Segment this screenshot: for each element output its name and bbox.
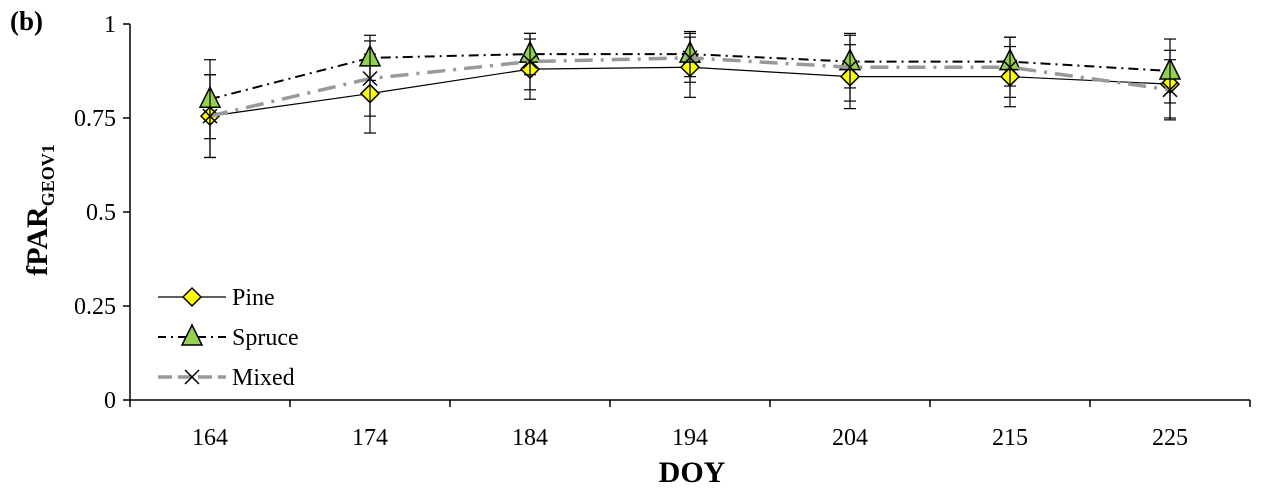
y-tick-labels: 0 0.25 0.5 0.75 1 (74, 12, 116, 414)
legend-marker (184, 369, 200, 385)
y-axis-title-subscript: GEOV1 (38, 144, 58, 206)
legend-marker (181, 286, 203, 308)
y-tick-label: 1 (104, 12, 116, 38)
series-mixed (202, 32, 1178, 159)
legend-item-spruce: Spruce (158, 323, 299, 351)
y-axis-title-main: fPAR (21, 206, 54, 276)
panel-label: (b) (10, 6, 43, 36)
y-tick-label: 0 (104, 388, 116, 414)
x-axis-title: DOY (659, 456, 726, 489)
x-tick-labels: 164 174 184 194 204 215 225 (192, 425, 1188, 451)
x-tick-label: 194 (672, 425, 708, 451)
y-tick-label: 0.75 (74, 106, 116, 132)
x-tick-label: 215 (992, 425, 1028, 451)
data-point-mixed (842, 59, 858, 75)
x-tick-label: 184 (512, 425, 548, 451)
axes (123, 23, 1251, 407)
x-tick-label: 164 (192, 425, 228, 451)
data-point-mixed (522, 54, 538, 70)
y-tick-label: 0.25 (74, 294, 116, 320)
legend-label: Pine (232, 285, 275, 311)
legend-item-mixed: Mixed (158, 365, 295, 391)
x-tick-label: 174 (352, 425, 388, 451)
data-point-mixed (1162, 82, 1178, 98)
legend: Pine Spruce Mixed (158, 285, 299, 391)
y-axis-title: fPARGEOV1 (21, 144, 58, 275)
legend-label: Mixed (232, 365, 295, 391)
legend-marker (180, 323, 204, 346)
legend-label: Spruce (232, 325, 299, 351)
legend-item-pine: Pine (158, 285, 275, 311)
data-point-mixed (1002, 59, 1018, 75)
data-point-mixed (362, 70, 378, 87)
y-tick-label: 0.5 (86, 200, 116, 226)
x-tick-label: 204 (832, 425, 868, 451)
series-layer (198, 30, 1182, 159)
x-tick-label: 225 (1152, 425, 1188, 451)
data-point-mixed (202, 108, 218, 124)
data-point-mixed (682, 50, 698, 66)
